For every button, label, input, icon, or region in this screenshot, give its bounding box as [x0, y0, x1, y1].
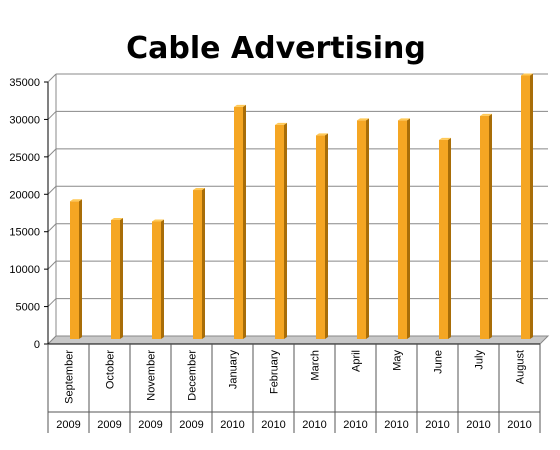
- x-tick-label: November: [146, 350, 158, 401]
- year-label: 2009: [179, 419, 203, 431]
- wall-gridline: [47, 111, 57, 120]
- y-tick-label: 20000: [9, 189, 40, 201]
- x-axis-tick-labels: September October November December January F…: [64, 350, 527, 404]
- year-label: 2010: [261, 419, 285, 431]
- bar-top: [357, 118, 369, 121]
- x-tick-label: December: [187, 350, 199, 401]
- x-tick-label: May: [392, 350, 404, 371]
- bar-top: [234, 104, 246, 107]
- y-tick-label: 15000: [9, 227, 40, 239]
- bar-side: [325, 133, 328, 339]
- x-tick-label: June: [433, 350, 445, 374]
- bar-front: [480, 115, 489, 339]
- year-label: 2009: [138, 419, 162, 431]
- x-tick-label: January: [228, 350, 240, 390]
- bar-march: [316, 133, 328, 339]
- bar-side: [120, 217, 123, 339]
- x-tick-label: August: [515, 350, 527, 384]
- bar-side: [407, 118, 410, 339]
- bar-side: [530, 73, 533, 340]
- wall-gridline: [47, 148, 57, 158]
- bars: [70, 73, 533, 340]
- bar-front: [193, 190, 202, 339]
- gridlines: [47, 73, 548, 345]
- x-tick-label: March: [310, 350, 322, 381]
- year-label: 2010: [507, 419, 531, 431]
- bar-front: [70, 201, 79, 339]
- bar-november: [152, 219, 164, 339]
- bar-side: [161, 219, 164, 339]
- bar-side: [202, 188, 205, 339]
- year-label: 2010: [220, 419, 244, 431]
- x-axis-year-labels: 2009 2009 2009 2009 2010 2010 2010 2010 2010 2010…: [56, 419, 531, 431]
- bar-side: [489, 113, 492, 339]
- x-tick-label: February: [269, 350, 281, 395]
- bar-top: [70, 199, 82, 202]
- bar-top: [316, 133, 328, 136]
- bar-side: [284, 122, 287, 339]
- y-tick-label: 25000: [9, 152, 40, 164]
- bar-top: [111, 217, 123, 220]
- bar-front: [316, 135, 325, 339]
- bar-august: [521, 73, 533, 340]
- x-tick-label: September: [64, 350, 76, 404]
- y-tick-label: 30000: [9, 114, 40, 126]
- year-label: 2010: [466, 419, 490, 431]
- year-label: 2010: [343, 419, 367, 431]
- y-tick-label: 10000: [9, 264, 40, 276]
- bar-front: [521, 75, 530, 340]
- bar-october: [111, 217, 123, 339]
- year-label: 2010: [302, 419, 326, 431]
- bar-september: [70, 199, 82, 339]
- bar-top: [152, 219, 164, 222]
- x-tick-label: April: [351, 350, 363, 372]
- bar-december: [193, 188, 205, 339]
- bar-april: [357, 118, 369, 339]
- chart-floor: [46, 335, 550, 345]
- bar-top: [480, 113, 492, 116]
- bar-front: [111, 219, 120, 339]
- y-tick-label: 5000: [16, 302, 40, 314]
- x-tick-label: October: [105, 350, 117, 389]
- chart-title: Cable Advertising: [126, 31, 426, 66]
- bar-side: [79, 199, 82, 339]
- bar-front: [152, 221, 161, 339]
- bar-top: [439, 137, 451, 140]
- y-tick-label: 0: [34, 339, 40, 351]
- bar-january: [234, 104, 246, 340]
- bar-top: [398, 118, 410, 121]
- year-label: 2009: [97, 419, 121, 431]
- bar-front: [357, 120, 366, 339]
- bar-front: [398, 120, 407, 339]
- bar-side: [366, 118, 369, 339]
- y-axis-tick-labels: 0 5000 10000 15000 20000 25000 30000 35000: [9, 77, 40, 351]
- year-label: 2010: [425, 419, 449, 431]
- wall-gridline: [47, 298, 57, 307]
- bar-top: [193, 188, 205, 191]
- year-label: 2010: [384, 419, 408, 431]
- bar-side: [448, 137, 451, 339]
- wall-gridline: [47, 260, 57, 270]
- bar-february: [275, 122, 287, 339]
- bar-july: [480, 113, 492, 339]
- bar-side: [243, 104, 246, 340]
- axes: [44, 81, 550, 433]
- wall-gridline: [47, 223, 57, 233]
- wall-gridline: [47, 185, 57, 195]
- bar-front: [439, 139, 448, 339]
- bar-front: [275, 124, 284, 339]
- x-tick-label: July: [474, 350, 486, 370]
- wall-gridline: [47, 73, 57, 83]
- y-tick-label: 35000: [9, 77, 40, 89]
- bar-top: [275, 122, 287, 125]
- bar-front: [234, 106, 243, 340]
- bar-may: [398, 118, 410, 339]
- bar-top: [521, 73, 533, 76]
- bar-june: [439, 137, 451, 339]
- year-label: 2009: [56, 419, 80, 431]
